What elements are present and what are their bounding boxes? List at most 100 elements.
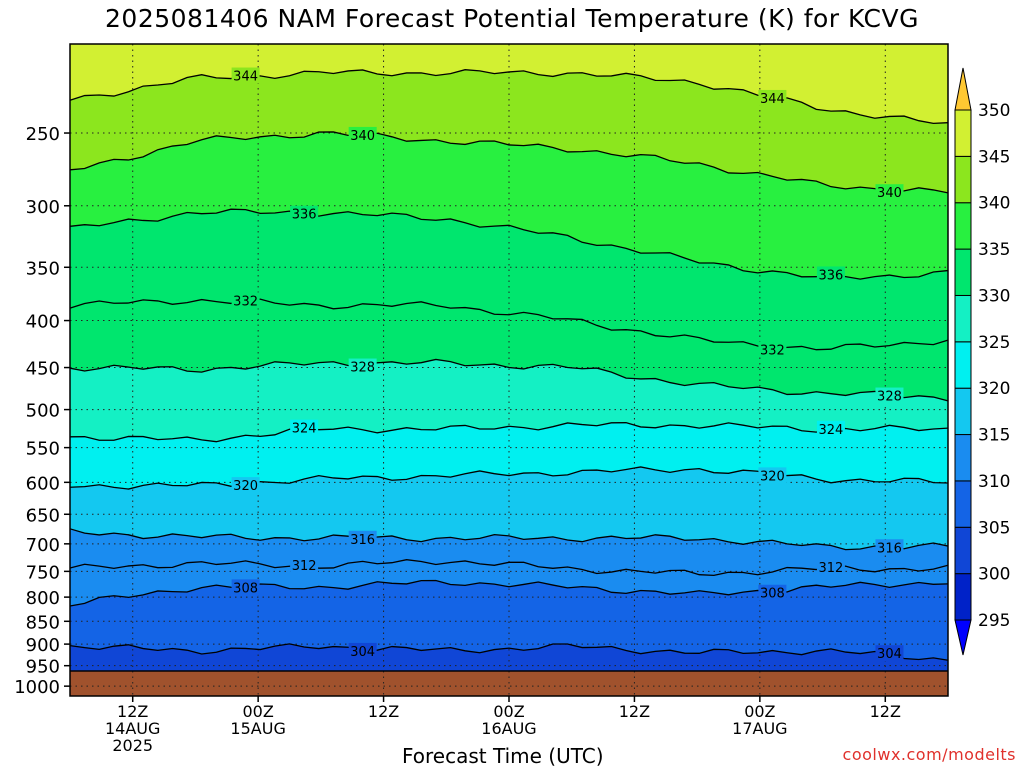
- colorbar-swatch-345: [954, 109, 972, 157]
- contour-label-340: 340: [350, 129, 375, 144]
- y-tick-label-300: 300: [26, 197, 60, 218]
- chart-title: 2025081406 NAM Forecast Potential Temper…: [105, 4, 919, 33]
- y-tick-label-750: 750: [26, 562, 60, 583]
- colorbar-bottom-arrow: [954, 619, 972, 656]
- x-axis-label: Forecast Time (UTC): [402, 744, 604, 768]
- contour-label-332: 332: [760, 343, 785, 358]
- y-tick-label-850: 850: [26, 612, 60, 633]
- contour-label-304: 304: [877, 647, 902, 662]
- colorbar-swatch-325: [954, 294, 972, 343]
- contour-label-324: 324: [819, 423, 844, 438]
- x-tick-label: 16AUG: [481, 719, 536, 738]
- contour-label-308: 308: [233, 581, 258, 596]
- contour-label-344: 344: [760, 92, 785, 107]
- isentrope-324: [69, 422, 949, 443]
- y-tick-label-400: 400: [26, 312, 60, 333]
- isentrope-340: [69, 131, 949, 194]
- contour-label-bg: [758, 584, 787, 601]
- colorbar-swatch-335: [954, 202, 972, 250]
- colorbar-label-300: 300: [978, 565, 1010, 585]
- contour-label-336: 336: [292, 208, 317, 223]
- colorbar-swatch-330: [954, 248, 972, 296]
- contour-label-332: 332: [233, 294, 258, 309]
- y-tick-label-250: 250: [26, 124, 60, 145]
- colorbar-swatch-295: [954, 573, 972, 621]
- source-credit: coolwx.com/modelts: [842, 745, 1016, 764]
- contour-label-324: 324: [292, 422, 317, 437]
- contour-label-320: 320: [233, 479, 258, 494]
- contour-label-304: 304: [350, 645, 375, 660]
- y-tick-label-950: 950: [26, 657, 60, 678]
- isentrope-332: [69, 298, 949, 351]
- contour-label-bg: [348, 530, 377, 547]
- y-tick-label-900: 900: [26, 635, 60, 656]
- isentrope-312: [69, 559, 949, 577]
- contour-label-bg: [875, 539, 904, 556]
- colorbar-swatch-315: [954, 387, 972, 436]
- field-band-304: [70, 643, 948, 671]
- colorbar-swatch-320: [954, 341, 972, 389]
- contour-label-312: 312: [292, 559, 317, 574]
- contour-label-bg: [348, 642, 377, 659]
- x-tick-label: 12Z: [368, 702, 399, 721]
- contour-label-bg: [816, 266, 845, 283]
- y-tick-label-500: 500: [26, 401, 60, 422]
- x-tick-label: 00Z: [744, 702, 775, 721]
- colorbar-label-295: 295: [978, 611, 1010, 631]
- contour-label-bg: [290, 557, 319, 574]
- contour-label-316: 316: [350, 533, 375, 548]
- isentrope-320: [69, 466, 949, 490]
- isentrope-308: [69, 579, 949, 607]
- x-tick-label: 14AUG: [105, 719, 160, 738]
- isentrope-316: [69, 528, 949, 551]
- colorbar-label-340: 340: [978, 194, 1010, 214]
- colorbar-label-320: 320: [978, 379, 1010, 399]
- y-tick-label-600: 600: [26, 473, 60, 494]
- x-tick-label: 17AUG: [732, 719, 787, 738]
- x-tick-label: 00Z: [242, 702, 273, 721]
- x-tick-label: 12Z: [870, 702, 901, 721]
- contour-label-bg: [758, 89, 787, 106]
- colorbar-swatch-340: [954, 155, 972, 204]
- isentrope-344: [69, 69, 949, 125]
- colorbar-swatch-300: [954, 526, 972, 575]
- contour-label-bg: [348, 126, 377, 143]
- colorbar-label-330: 330: [978, 286, 1010, 306]
- x-tick-label: 15AUG: [230, 719, 285, 738]
- contour-label-bg: [290, 205, 319, 222]
- y-tick-label-650: 650: [26, 505, 60, 526]
- contour-label-bg: [875, 387, 904, 404]
- colorbar-label-335: 335: [978, 240, 1010, 260]
- colorbar-swatch-305: [954, 480, 972, 528]
- x-tick-label: 12Z: [117, 702, 148, 721]
- contour-label-312: 312: [819, 561, 844, 576]
- colorbar-label-305: 305: [978, 518, 1010, 538]
- y-tick-label-550: 550: [26, 439, 60, 460]
- contour-label-bg: [348, 358, 377, 375]
- contour-label-bg: [231, 579, 260, 596]
- contour-label-bg: [816, 420, 845, 437]
- contour-label-bg: [875, 645, 904, 662]
- contour-label-bg: [758, 467, 787, 484]
- contour-label-bg: [816, 558, 845, 575]
- contour-label-bg: [231, 67, 260, 84]
- colorbar-label-350: 350: [978, 101, 1010, 121]
- y-tick-label-800: 800: [26, 588, 60, 609]
- y-tick-label-700: 700: [26, 535, 60, 556]
- contour-label-bg: [231, 477, 260, 494]
- x-tick-label: 2025: [112, 736, 153, 755]
- contour-label-340: 340: [877, 186, 902, 201]
- contour-label-320: 320: [760, 469, 785, 484]
- colorbar-label-310: 310: [978, 472, 1010, 492]
- x-tick-label: 00Z: [493, 702, 524, 721]
- y-tick-label-350: 350: [26, 258, 60, 279]
- colorbar-label-345: 345: [978, 147, 1010, 167]
- isentrope-304: [69, 643, 949, 661]
- x-tick-label: 12Z: [619, 702, 650, 721]
- contour-label-328: 328: [350, 361, 375, 376]
- contour-label-bg: [758, 341, 787, 358]
- contour-label-328: 328: [877, 390, 902, 405]
- isentrope-328: [69, 358, 949, 402]
- contour-label-316: 316: [877, 541, 902, 556]
